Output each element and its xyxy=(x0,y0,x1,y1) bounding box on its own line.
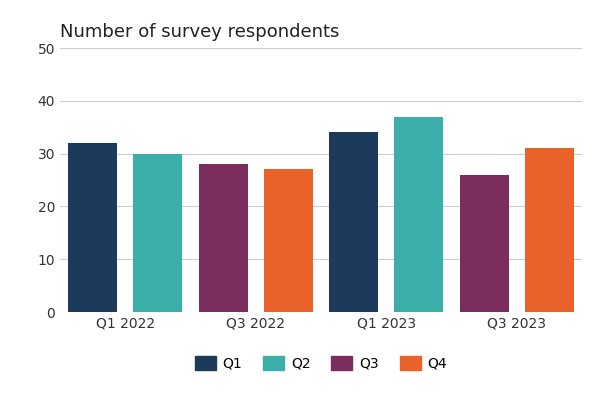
Bar xyxy=(199,164,248,312)
Legend: Q1, Q2, Q3, Q4: Q1, Q2, Q3, Q4 xyxy=(190,351,452,376)
Text: Number of survey respondents: Number of survey respondents xyxy=(60,23,340,41)
Bar xyxy=(460,175,509,312)
Bar xyxy=(133,154,182,312)
Bar xyxy=(525,148,574,312)
Bar xyxy=(264,170,313,312)
Bar xyxy=(329,132,378,312)
Bar xyxy=(68,143,117,312)
Bar xyxy=(394,117,443,312)
